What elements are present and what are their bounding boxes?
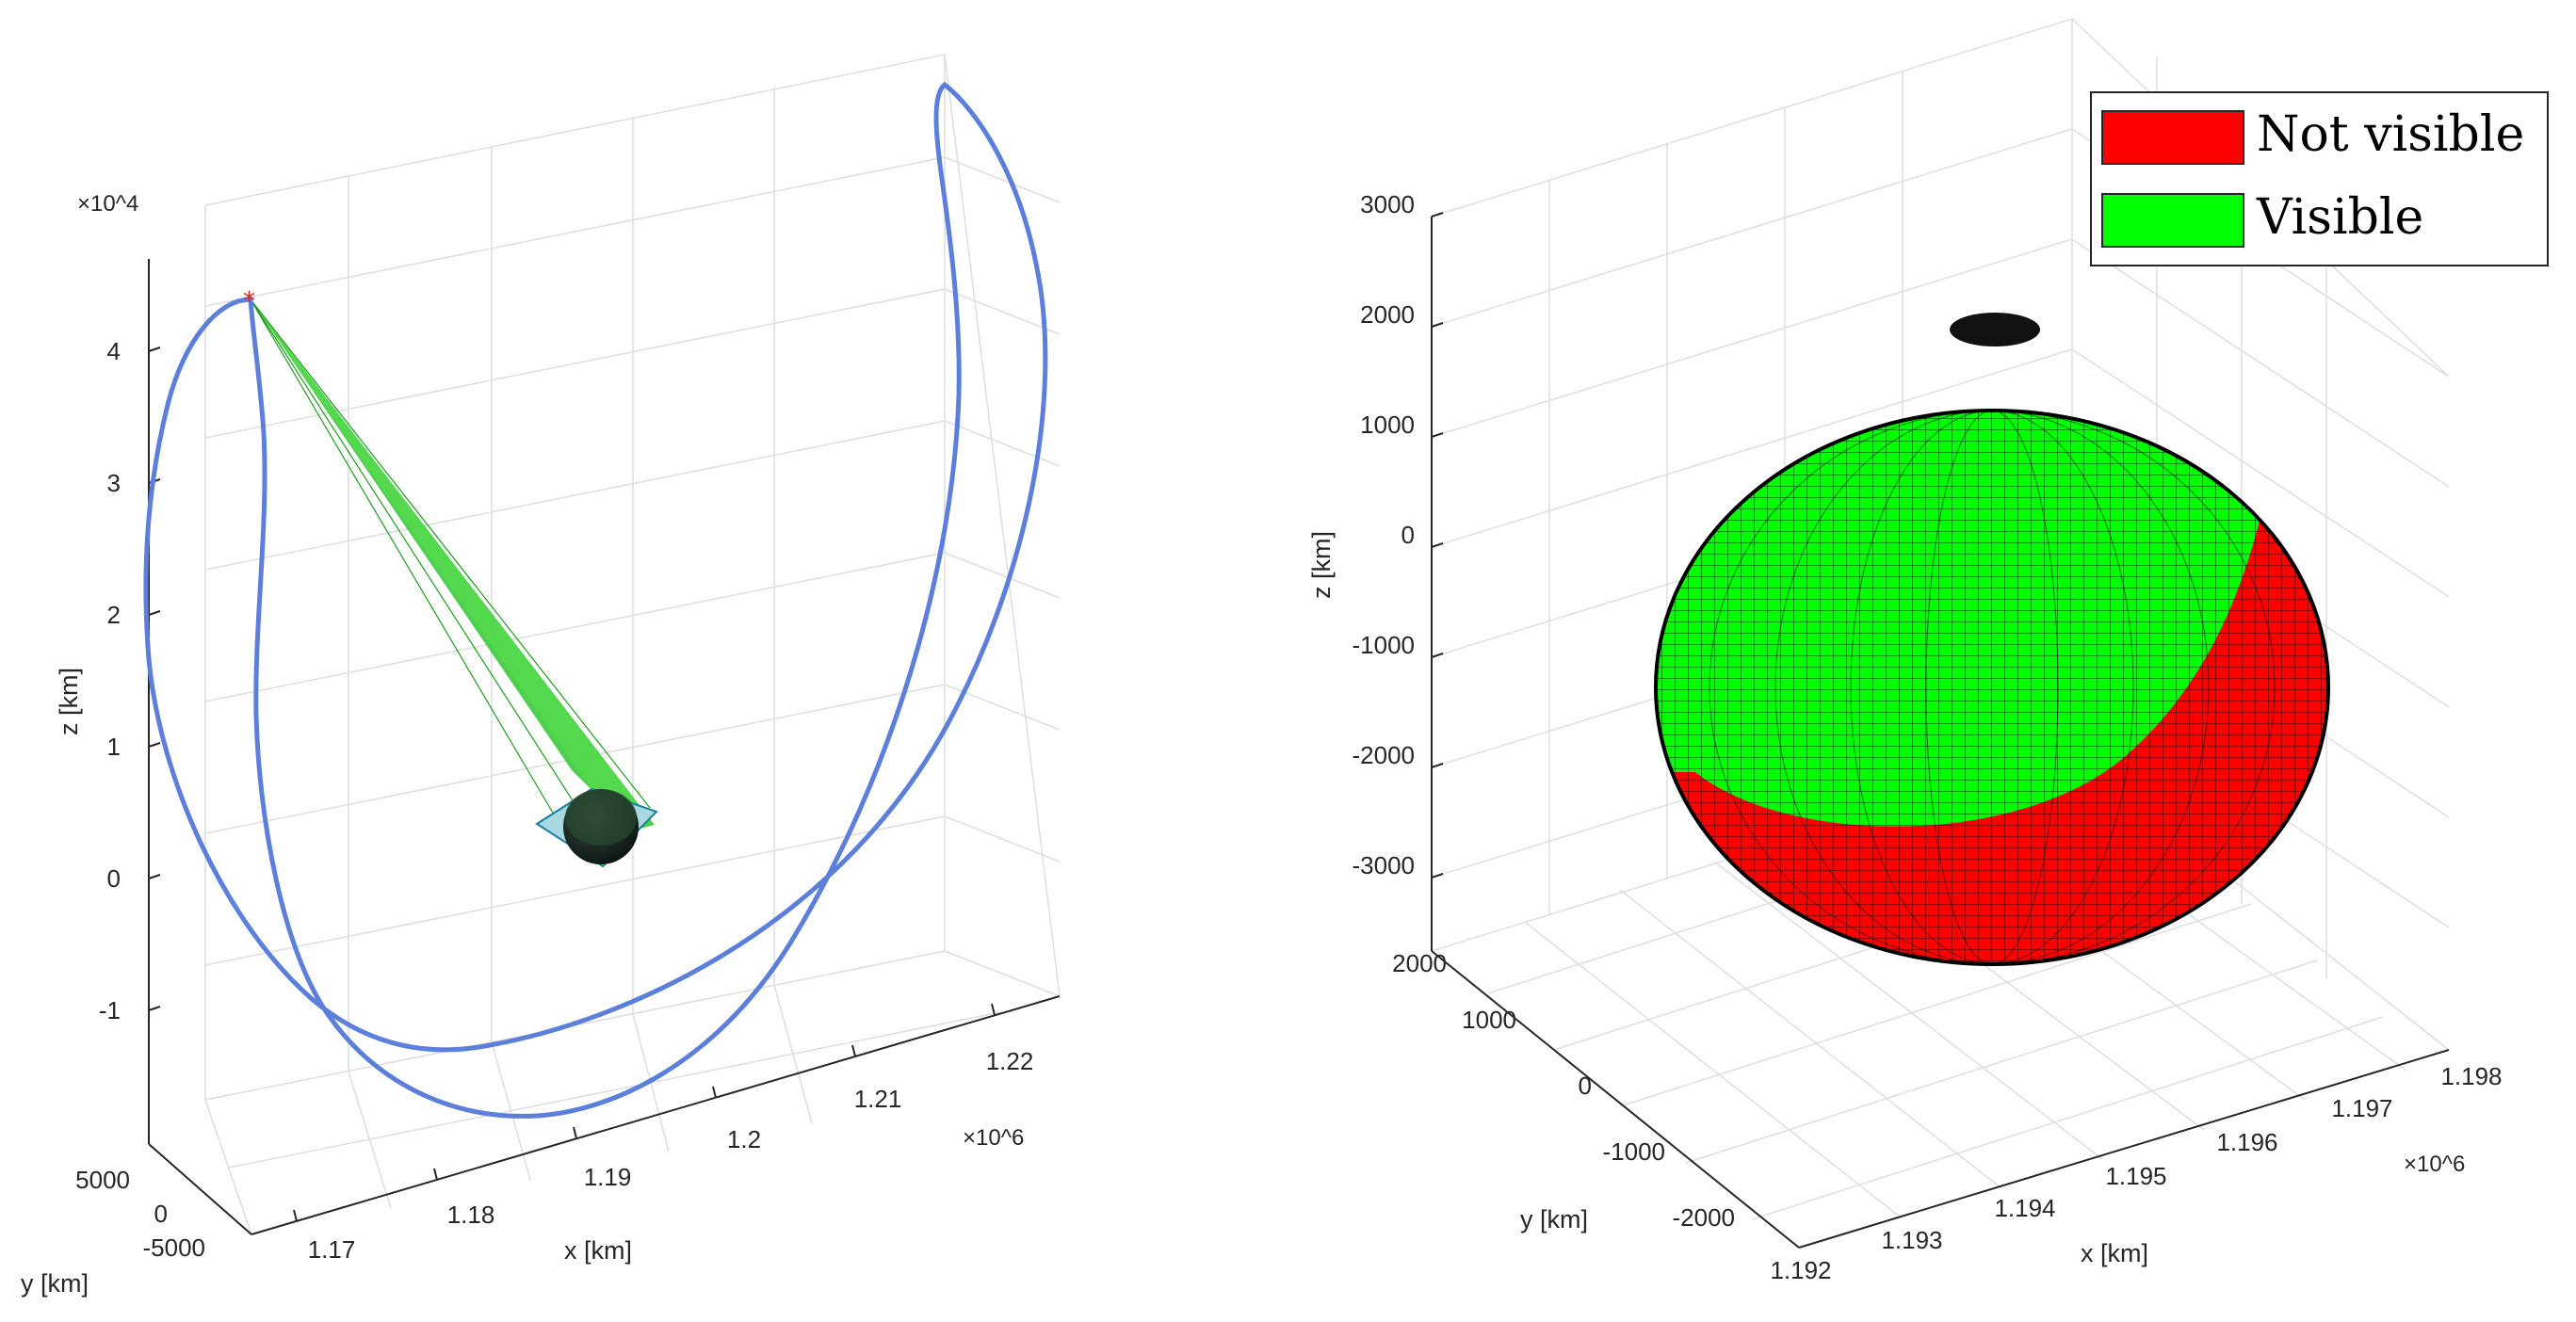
x-tick-label: 1.2: [727, 1125, 761, 1153]
x-axis-label: x [km]: [2081, 1239, 2148, 1267]
y-tick-label: 1000: [1462, 1006, 1516, 1034]
y-tick-label: -2000: [1673, 1203, 1736, 1232]
legend-swatch-visible: [2101, 193, 2244, 248]
sphere: [1654, 313, 2330, 966]
x-tick-label: 1.21: [854, 1085, 902, 1113]
x-tick-label: 1.22: [986, 1047, 1034, 1075]
z-tick-label: -1: [99, 996, 121, 1024]
legend-label-visible: Visible: [2256, 189, 2423, 246]
z-axis-label: z [km]: [1307, 531, 1336, 599]
legend: Not visible Visible: [2090, 91, 2549, 266]
z-exponent-label: ×10^4: [77, 191, 138, 217]
z-tick-label: 3000: [1360, 190, 1415, 218]
x-tick-label: 1.192: [1770, 1256, 1831, 1284]
z-tick-label: 3: [107, 469, 121, 497]
x-axis-label: x [km]: [564, 1236, 632, 1265]
z-tick-label: 2000: [1360, 300, 1415, 329]
left-plot: * 4 3 2 1 0 -1 ×10^4 1.17 1.18 1.19 1.2 …: [21, 54, 1061, 1298]
x-tick-label: 1.18: [447, 1201, 495, 1229]
y-axis-label: y [km]: [21, 1269, 89, 1298]
x-tick-label: 1.196: [2216, 1128, 2277, 1156]
left-x-ticks: 1.17 1.18 1.19 1.2 1.21 1.22: [308, 1047, 1034, 1264]
x-tick-label: 1.197: [2331, 1094, 2392, 1122]
left-grid: [204, 54, 1061, 1235]
x-tick-label: 1.195: [2105, 1162, 2166, 1190]
x-tick-label: 1.17: [308, 1235, 356, 1264]
right-axes: [1431, 212, 2450, 1249]
visibility-cone: [250, 298, 655, 848]
x-tick-label: 1.194: [1994, 1194, 2055, 1222]
z-tick-label: 4: [107, 337, 121, 365]
z-tick-label: 1000: [1360, 411, 1415, 439]
satellite-marker: *: [243, 287, 255, 315]
y-tick-label: 5000: [75, 1166, 130, 1194]
y-tick-label: 0: [154, 1200, 168, 1228]
x-exponent-label: ×10^6: [963, 1125, 1024, 1151]
y-tick-label: 0: [1579, 1072, 1592, 1100]
z-tick-label: -2000: [1353, 741, 1416, 769]
x-exponent-label: ×10^6: [2404, 1152, 2465, 1177]
y-tick-label: -5000: [143, 1233, 206, 1262]
right-y-ticks: 2000 1000 0 -1000 -2000: [1392, 949, 1735, 1232]
x-tick-label: 1.193: [1881, 1226, 1942, 1254]
x-tick-label: 1.19: [584, 1163, 632, 1191]
legend-label-not-visible: Not visible: [2257, 106, 2524, 163]
legend-swatch-not-visible: [2101, 110, 2244, 165]
moon-body: [535, 787, 658, 868]
x-tick-label: 1.198: [2440, 1062, 2502, 1090]
z-tick-label: -3000: [1353, 851, 1416, 879]
z-tick-label: 1: [107, 733, 121, 761]
y-tick-label: 2000: [1392, 949, 1447, 977]
z-tick-label: 2: [107, 601, 121, 629]
z-tick-label: 0: [107, 864, 121, 893]
right-x-ticks: 1.192 1.193 1.194 1.195 1.196 1.197 1.19…: [1770, 1062, 2502, 1284]
z-tick-label: -1000: [1353, 631, 1416, 659]
right-plot: Not visible Visible 3000 2000 1000 0 -10…: [1307, 17, 2549, 1284]
left-axes: [148, 259, 1061, 1235]
left-z-ticks: 4 3 2 1 0 -1: [99, 337, 121, 1024]
y-axis-label: y [km]: [1520, 1205, 1588, 1233]
orbit-line: [143, 81, 1048, 1119]
y-tick-label: -1000: [1603, 1137, 1666, 1166]
z-tick-label: 0: [1401, 521, 1415, 549]
right-z-ticks: 3000 2000 1000 0 -1000 -2000 -3000: [1353, 190, 1416, 879]
z-axis-label: z [km]: [55, 668, 83, 735]
left-y-ticks: 5000 0 -5000: [75, 1166, 205, 1262]
